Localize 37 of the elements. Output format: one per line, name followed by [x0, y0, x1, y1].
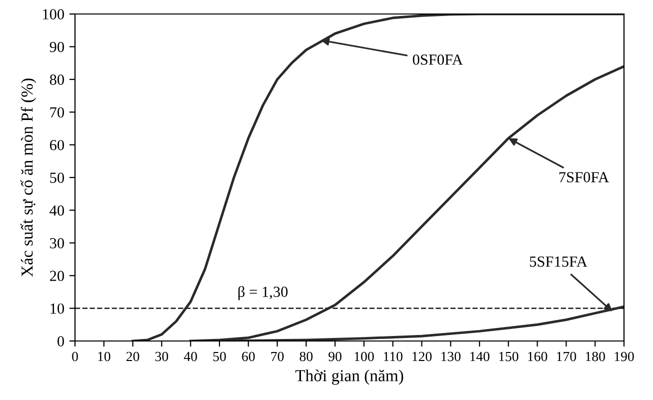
y-tick-label: 60 — [50, 140, 64, 150]
x-tick-label: 30 — [155, 352, 168, 362]
x-tick-label: 150 — [499, 352, 518, 362]
x-tick-label: 0 — [72, 352, 78, 362]
y-tick-label: 100 — [43, 9, 64, 20]
x-tick-label: 50 — [213, 352, 226, 362]
annotation: 5SF15FA — [530, 256, 588, 267]
y-tick-label: 90 — [50, 42, 64, 52]
x-tick-label: 20 — [126, 352, 140, 362]
y-tick-label: 80 — [50, 74, 64, 85]
y-tick-label: 70 — [50, 107, 64, 118]
x-tick-label: 190 — [614, 352, 634, 362]
x-tick-label: 160 — [528, 352, 548, 362]
y-tick-label: 50 — [50, 172, 64, 183]
y-tick-label: 10 — [50, 303, 64, 314]
y-axis-title: Xác suất sự cố ăn mòn Pf (%) — [20, 78, 36, 277]
x-tick-label: 90 — [328, 352, 342, 362]
x-axis-title: Thời gian (năm) — [295, 370, 404, 385]
x-tick-label: 70 — [271, 352, 284, 362]
x-tick-label: 60 — [242, 352, 255, 362]
x-tick-label: 170 — [557, 352, 576, 362]
annotation: 7SF0FA — [559, 172, 609, 182]
y-tick-label: 0 — [58, 336, 64, 346]
x-tick-label: 130 — [441, 352, 461, 362]
y-tick-label: 20 — [50, 270, 64, 282]
x-tick-label: 80 — [300, 352, 313, 362]
x-tick-label: 180 — [586, 352, 605, 362]
x-tick-label: 120 — [412, 352, 432, 362]
x-tick-label: 10 — [98, 352, 110, 362]
x-tick-label: 40 — [184, 352, 197, 362]
y-tick-label: 40 — [50, 205, 64, 216]
annotation: 0SF0FA — [412, 54, 463, 65]
x-tick-label: 110 — [384, 352, 402, 362]
y-tick-label: 30 — [50, 238, 64, 248]
x-tick-label: 100 — [354, 352, 374, 362]
x-tick-label: 140 — [470, 352, 490, 362]
annotation: β = 1,30 — [238, 286, 288, 300]
